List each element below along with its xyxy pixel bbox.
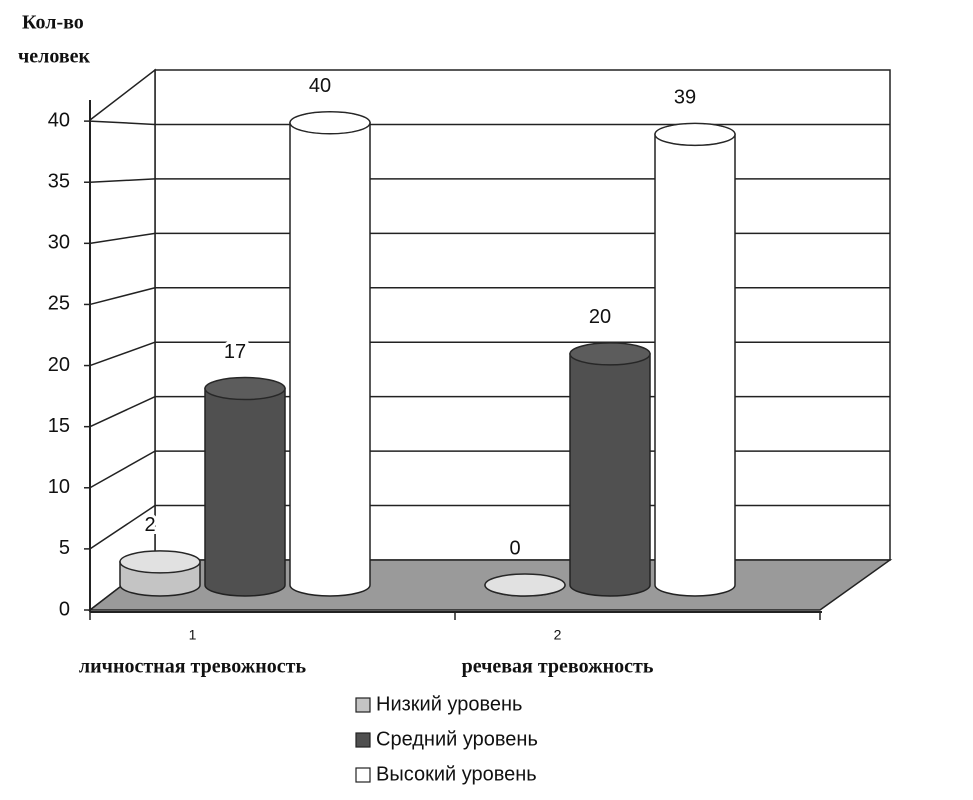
bar-top bbox=[119, 550, 201, 574]
bar-top bbox=[569, 342, 651, 366]
grid-line bbox=[89, 504, 156, 550]
y-tick-label: 30 bbox=[48, 232, 70, 254]
bar-top bbox=[289, 111, 371, 135]
grid-line bbox=[89, 178, 156, 183]
bar bbox=[289, 122, 371, 597]
y-label: человек bbox=[18, 46, 91, 68]
bar-top bbox=[204, 376, 286, 401]
legend-swatch bbox=[355, 697, 371, 713]
value-label: 40 bbox=[309, 75, 331, 97]
grid-line bbox=[89, 232, 156, 245]
grid-line bbox=[89, 395, 156, 428]
bar bbox=[654, 133, 736, 597]
y-tick-label: 40 bbox=[48, 109, 70, 131]
y-tick-label: 5 bbox=[59, 537, 70, 559]
value-label: 2 bbox=[144, 514, 155, 536]
category-label: речевая тревожность bbox=[462, 656, 654, 678]
legend-label: Низкий уровень bbox=[376, 693, 522, 715]
legend-swatch bbox=[355, 767, 371, 783]
x-tick-label: 2 bbox=[554, 627, 562, 643]
y-tick-label: 0 bbox=[59, 598, 70, 620]
bar bbox=[204, 387, 286, 597]
y-tick-label: 15 bbox=[48, 415, 70, 437]
y-tick-label: 10 bbox=[48, 476, 70, 498]
grid-line bbox=[89, 341, 156, 367]
grid-line bbox=[89, 120, 156, 126]
value-label: 39 bbox=[674, 87, 696, 109]
bar-top bbox=[654, 122, 736, 147]
y-tick-label: 20 bbox=[48, 354, 70, 376]
grid-line bbox=[89, 287, 156, 306]
x-tick-label: 1 bbox=[189, 627, 197, 643]
legend-swatch bbox=[355, 732, 371, 748]
y-tick-label: 25 bbox=[48, 293, 70, 315]
category-label: личностная тревожность bbox=[79, 656, 307, 678]
legend-label: Средний уровень bbox=[376, 728, 538, 750]
value-label: 20 bbox=[589, 306, 611, 328]
value-label: 17 bbox=[224, 341, 246, 363]
grid-line bbox=[89, 450, 156, 489]
y-tick-label: 35 bbox=[48, 171, 70, 193]
y-label: Кол-во bbox=[22, 12, 84, 34]
value-label: 0 bbox=[509, 537, 520, 559]
bar bbox=[569, 353, 651, 597]
bar-top bbox=[484, 573, 566, 597]
legend-label: Высокий уровень bbox=[376, 763, 537, 785]
